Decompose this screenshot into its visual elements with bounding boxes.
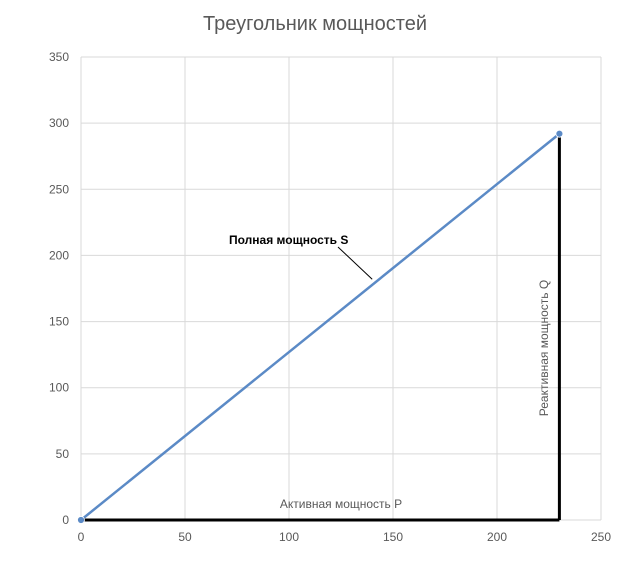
y-tick-label: 100: [49, 381, 69, 395]
grid: [80, 56, 602, 521]
chart-title: Треугольник мощностей: [203, 13, 427, 35]
x-tick-label: 100: [279, 530, 299, 544]
y-tick-label: 300: [49, 116, 69, 130]
annotation-full-power: Полная мощность S: [229, 233, 348, 247]
x-tick-label: 200: [487, 530, 507, 544]
y-tick-label: 350: [49, 50, 69, 64]
x-tick-label: 50: [178, 530, 192, 544]
x-tick-label: 250: [591, 530, 611, 544]
annotation-reactive-power: Реактивная мощность Q: [537, 280, 551, 416]
y-axis-ticks: 0 50 100 150 200 250 300 350: [49, 50, 69, 527]
y-tick-label: 200: [49, 248, 69, 262]
series-line: [80, 132, 561, 521]
y-tick-label: 250: [49, 182, 69, 196]
hypotenuse-leader-line: [337, 246, 373, 280]
x-axis-ticks: 0 50 100 150 200 250: [78, 530, 612, 544]
data-point: [555, 129, 564, 138]
series-hypotenuse: [77, 129, 564, 524]
data-point: [77, 516, 85, 524]
y-tick-label: 150: [49, 315, 69, 329]
annotation-active-power: Активная мощность P: [280, 497, 402, 511]
triangle-legs: [81, 133, 561, 522]
x-tick-label: 0: [78, 530, 85, 544]
y-tick-label: 50: [56, 447, 70, 461]
y-tick-label: 0: [62, 513, 69, 527]
x-tick-label: 150: [383, 530, 403, 544]
